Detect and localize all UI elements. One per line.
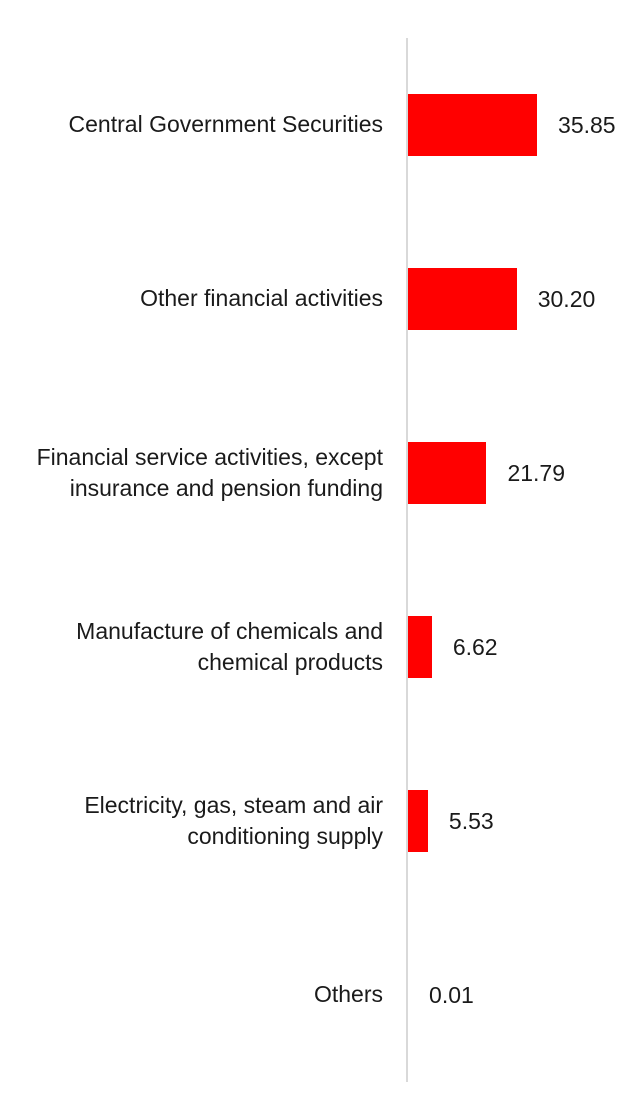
row-plot: 21.79 [406,386,644,560]
chart-row: Manufacture of chemicals and chemical pr… [0,560,644,734]
bar[interactable] [408,94,538,156]
chart-row: Electricity, gas, steam and air conditio… [0,734,644,908]
value-label: 6.62 [452,633,498,660]
category-label: Financial service activities, except ins… [36,443,383,501]
chart-plot-area: Central Government Securities 35.85 Othe… [0,38,644,1082]
chart-row: Other financial activities 30.20 [0,212,644,386]
row-plot: 35.85 [406,38,644,212]
bar[interactable] [408,442,487,504]
row-plot: 0.01 [406,908,644,1082]
bar[interactable] [408,790,428,852]
chart-row: Others 0.01 [0,908,644,1082]
row-plot: 6.62 [406,560,644,734]
value-label: 35.85 [558,111,616,138]
value-label: 21.79 [507,459,565,486]
category-label: Others [313,981,383,1008]
category-label: Central Government Securities [68,111,383,138]
bar[interactable] [408,268,517,330]
bar[interactable] [408,616,432,678]
row-plot: 5.53 [406,734,644,908]
category-label: Other financial activities [140,285,383,312]
category-label: Manufacture of chemicals and chemical pr… [76,617,383,675]
value-label: 5.53 [448,807,494,834]
chart-row: Financial service activities, except ins… [0,386,644,560]
category-label: Electricity, gas, steam and air conditio… [84,791,383,849]
row-plot: 30.20 [406,212,644,386]
chart-row: Central Government Securities 35.85 [0,38,644,212]
value-label: 0.01 [429,981,474,1008]
value-label: 30.20 [537,285,596,312]
